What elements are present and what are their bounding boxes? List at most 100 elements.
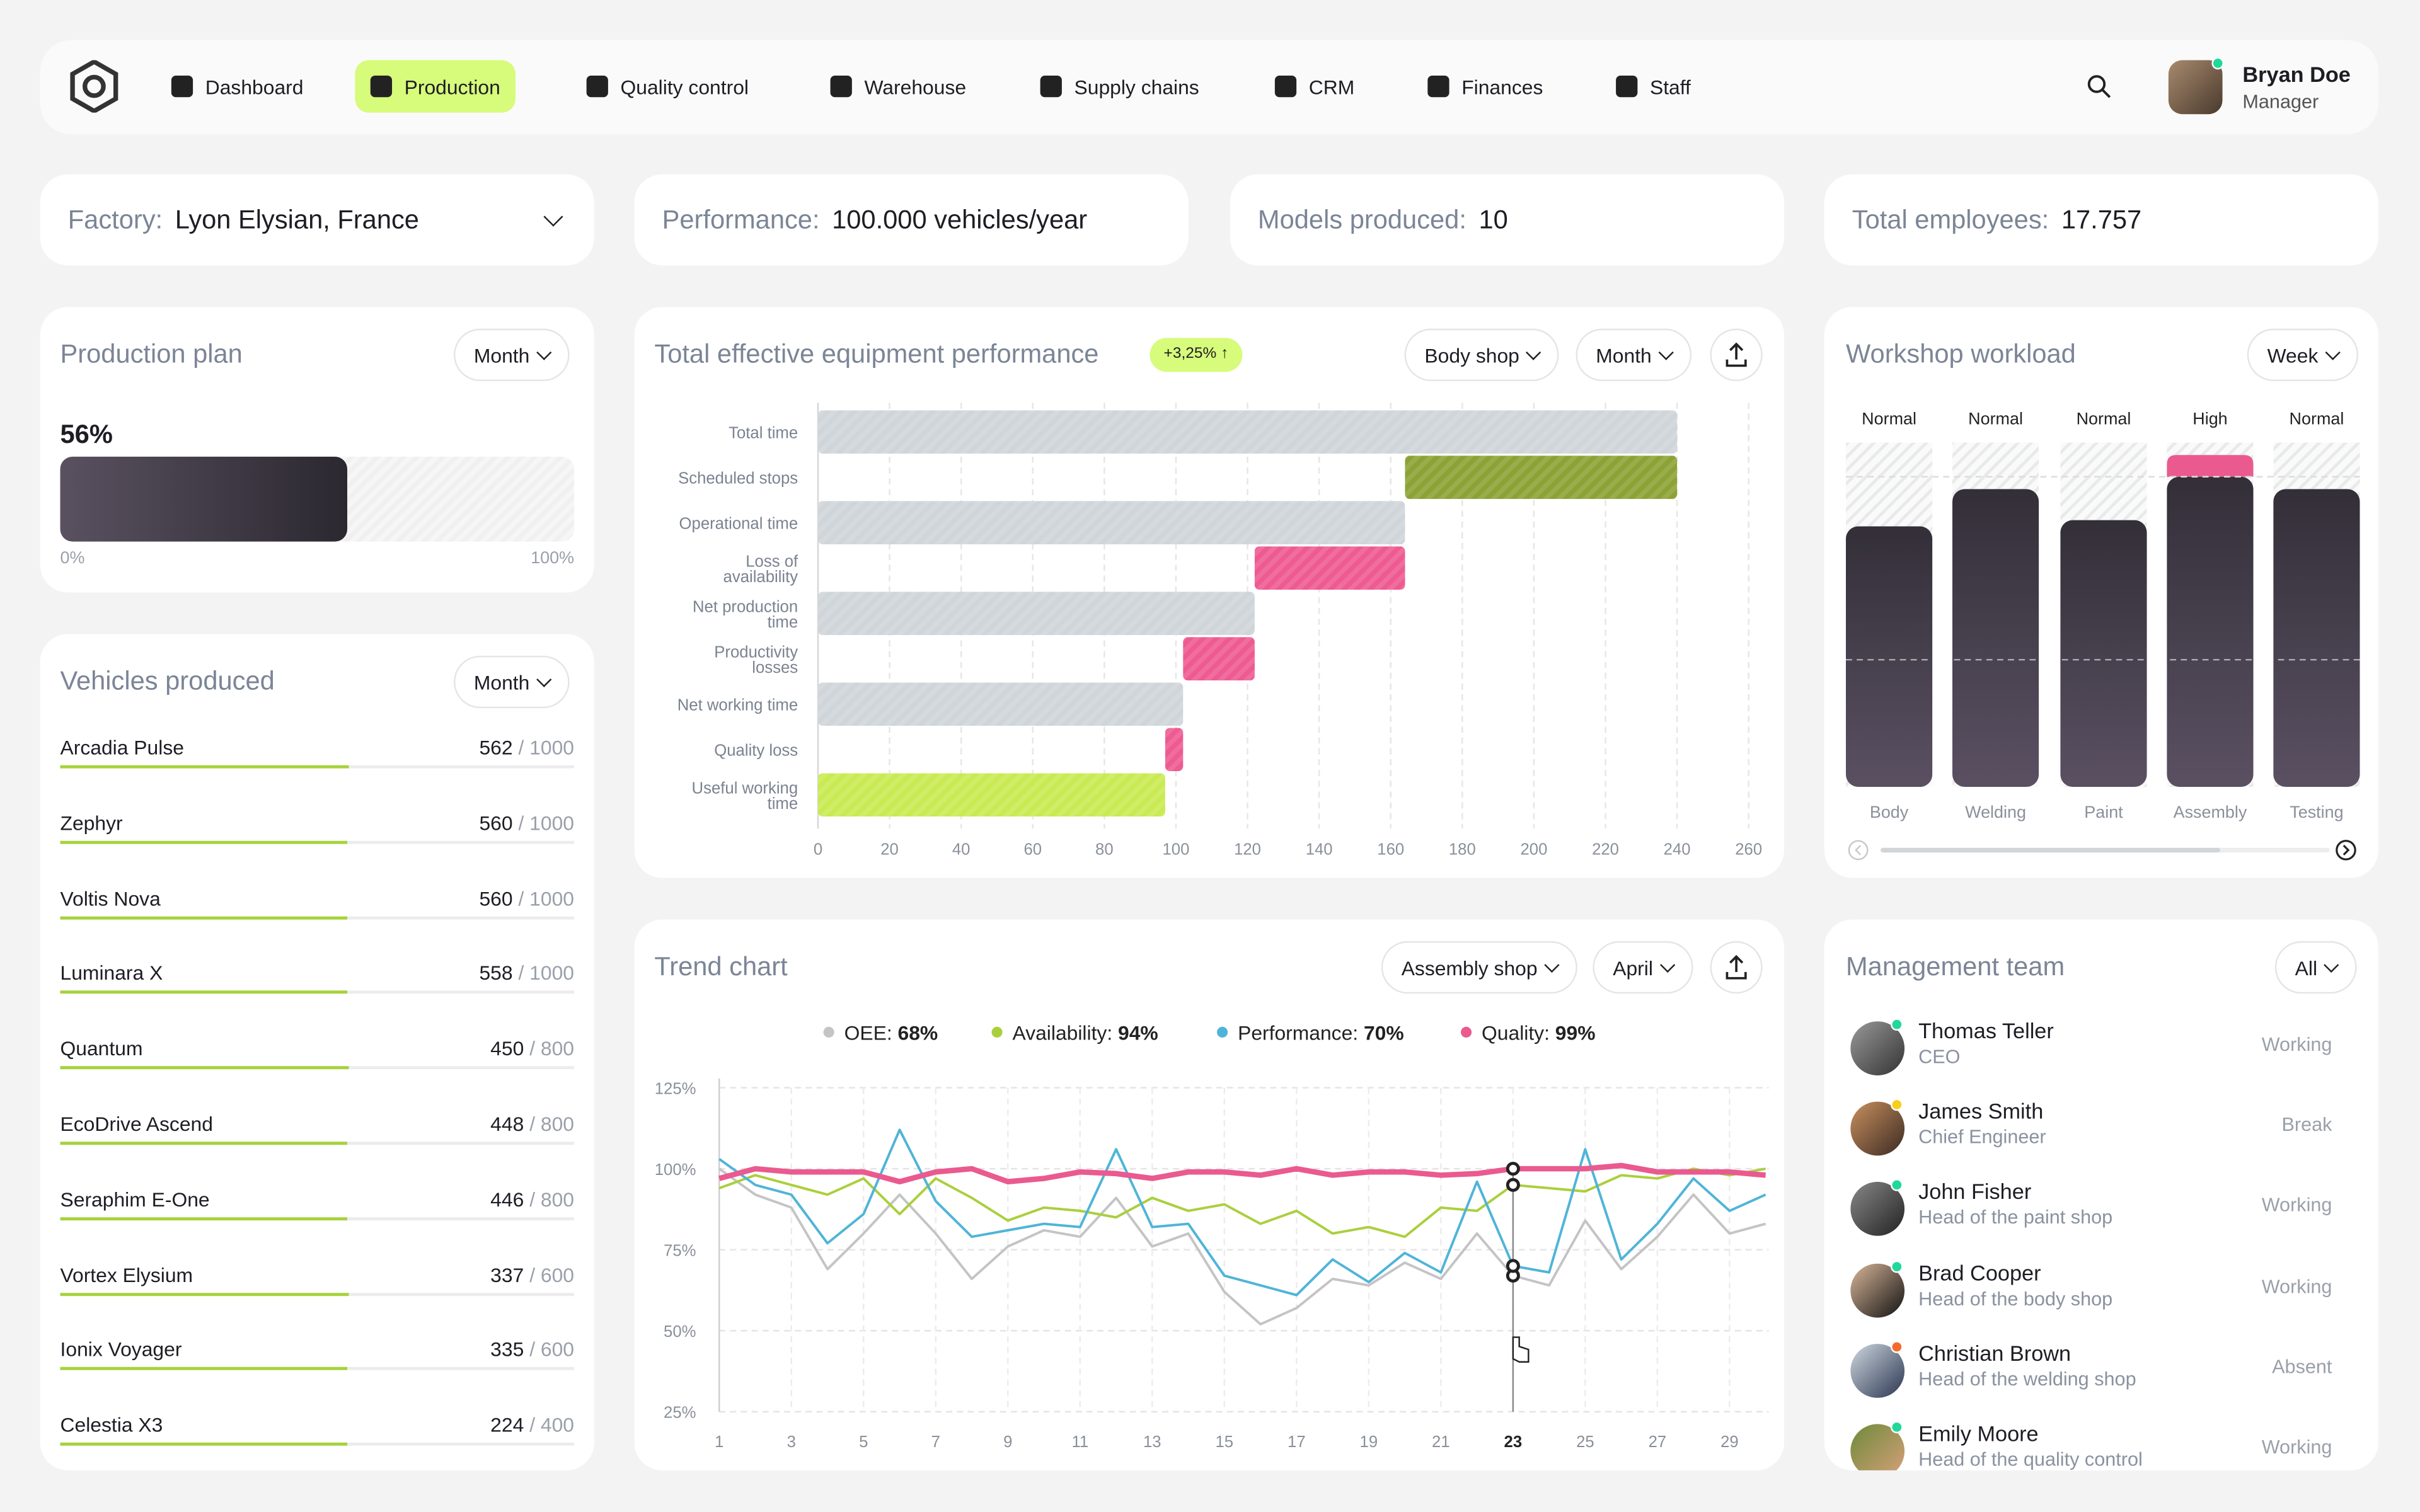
category-label: Loss of: [746, 553, 798, 570]
nav-item-dashboard[interactable]: Dashboard: [156, 60, 319, 113]
teep-title: Total effective equipment performance: [654, 339, 1099, 369]
x-tick-label: 25: [1576, 1433, 1594, 1451]
dashboard-icon: [171, 76, 193, 98]
vehicle-row: Ionix Voyager 335 / 600: [60, 1338, 575, 1384]
presence-dot: [1891, 1018, 1903, 1031]
team-member-row[interactable]: Emily Moore Head of the quality control Wo…: [1850, 1421, 2341, 1470]
x-tick-label: 260: [1735, 841, 1762, 859]
shop-dropdown[interactable]: Body shop: [1404, 328, 1560, 381]
team-member-row[interactable]: James Smith Chief Engineer Break: [1850, 1099, 2341, 1160]
vehicles-produced-card: Vehicles produced Month Arcadia Pulse 562…: [40, 634, 594, 1470]
vehicle-progress-track: [60, 840, 575, 844]
nav-item-quality-control[interactable]: Quality control: [571, 60, 764, 113]
member-status: Absent: [2272, 1356, 2332, 1378]
x-tick-label: 15: [1216, 1433, 1234, 1451]
member-role: Chief Engineer: [1918, 1126, 2046, 1148]
workload-bar-testing[interactable]: [2273, 489, 2360, 787]
legend-item[interactable]: Quality: 99%: [1482, 1022, 1595, 1045]
scroll-left-icon[interactable]: [1848, 840, 1869, 861]
legend-dot: [991, 1026, 1003, 1038]
legend-dot: [823, 1026, 834, 1038]
period-dropdown[interactable]: Month: [454, 655, 570, 709]
trend-line-chart[interactable]: OEE: 68% Availability: 94% Performance: 70…: [635, 920, 1785, 1470]
bar-hatch: [1165, 728, 1184, 772]
member-name: Emily Moore: [1918, 1421, 2039, 1446]
user-name[interactable]: Bryan Doe: [2242, 61, 2351, 87]
vehicle-progress-track: [60, 765, 575, 769]
hover-point[interactable]: [1506, 1162, 1520, 1176]
series-availability[interactable]: [718, 1167, 1766, 1239]
nav-item-warehouse[interactable]: Warehouse: [815, 60, 981, 113]
vehicle-name: Celestia X3: [60, 1413, 163, 1437]
team-member-row[interactable]: Brad Cooper Head of the body shop Working: [1850, 1259, 2341, 1322]
legend-name: Quality:: [1482, 1022, 1555, 1045]
shop-dropdown[interactable]: Assembly shop: [1381, 941, 1578, 994]
bar-hatch: [817, 501, 1405, 545]
vehicle-row: EcoDrive Ascend 448 / 800: [60, 1113, 575, 1159]
nav-item-label: Staff: [1649, 74, 1691, 98]
x-tick-label: 160: [1377, 841, 1404, 859]
month-dropdown[interactable]: April: [1593, 941, 1693, 994]
category-label: Useful working: [692, 779, 798, 797]
search-icon[interactable]: [2087, 74, 2111, 99]
hover-point[interactable]: [1506, 1259, 1520, 1273]
team-title: Management team: [1846, 952, 2065, 982]
legend-item[interactable]: Performance: 70%: [1238, 1022, 1404, 1045]
nav-item-supply-chains[interactable]: Supply chains: [1025, 60, 1214, 113]
legend-item[interactable]: Availability: 94%: [1013, 1022, 1158, 1045]
nav-item-crm[interactable]: CRM: [1259, 60, 1369, 113]
period-dropdown[interactable]: Month: [1576, 328, 1692, 381]
nav-item-staff[interactable]: Staff: [1601, 60, 1707, 113]
models-label: Models produced:: [1257, 205, 1466, 235]
legend-value: 68%: [898, 1022, 938, 1045]
workshop-label: Testing: [2290, 803, 2343, 822]
series-oee[interactable]: [718, 1167, 1766, 1326]
vehicle-total: / 800: [529, 1112, 575, 1136]
workshop-bar-chart: Normal Body Normal Welding Normal Paint High As…: [1846, 409, 2360, 861]
export-button[interactable]: [1710, 328, 1763, 381]
x-tick-label: 140: [1306, 841, 1333, 859]
workload-bar-assembly[interactable]: [2167, 476, 2254, 787]
vehicle-total: / 800: [529, 1188, 575, 1211]
scroll-right-icon[interactable]: [2336, 840, 2356, 861]
member-status: Working: [2261, 1194, 2332, 1217]
nav-item-production[interactable]: Production: [355, 60, 516, 113]
team-member-row[interactable]: Thomas Teller CEO Working: [1850, 1018, 2341, 1080]
bar-hatch: [817, 682, 1184, 726]
workload-bar-welding[interactable]: [1952, 489, 2039, 787]
series-performance[interactable]: [718, 1128, 1766, 1297]
factory-selector[interactable]: [40, 174, 594, 266]
filter-dropdown[interactable]: All: [2274, 941, 2358, 994]
performance-card: [634, 174, 1189, 266]
user-avatar[interactable]: [2168, 60, 2223, 115]
period-dropdown[interactable]: Week: [2247, 328, 2359, 381]
chevron-down-icon: [536, 344, 552, 360]
vehicle-name: Vortex Elysium: [60, 1263, 193, 1286]
vehicle-progress-track: [60, 1443, 575, 1446]
legend-item[interactable]: OEE: 68%: [844, 1022, 938, 1045]
legend-dot: [1460, 1026, 1472, 1038]
workload-bar-paint[interactable]: [2060, 520, 2147, 787]
period-value: Month: [473, 343, 530, 367]
workload-bar-body[interactable]: [1846, 526, 1933, 787]
hover-point[interactable]: [1506, 1177, 1520, 1192]
member-status: Break: [2281, 1114, 2332, 1136]
nav-item-finances[interactable]: Finances: [1412, 60, 1559, 113]
vehicle-value: 558: [479, 961, 513, 985]
overload-segment: [2167, 455, 2254, 477]
series-quality[interactable]: [718, 1162, 1766, 1184]
x-tick-label: 19: [1360, 1433, 1378, 1451]
workload-status: High: [2192, 409, 2227, 428]
vehicle-progress-fill: [60, 1292, 349, 1296]
team-member-row[interactable]: John Fisher Head of the paint shop Working: [1850, 1179, 2341, 1241]
nav-item-label: Supply chains: [1074, 74, 1199, 98]
avatar: [1850, 1182, 1905, 1237]
export-button[interactable]: [1710, 941, 1763, 994]
category-label: Operational time: [679, 515, 798, 533]
logo-icon[interactable]: [69, 60, 118, 113]
period-dropdown[interactable]: Month: [454, 328, 570, 381]
team-member-row[interactable]: Christian Brown Head of the welding shop A…: [1850, 1340, 2341, 1402]
workshop-label: Paint: [2084, 803, 2123, 822]
member-status: Working: [2261, 1275, 2332, 1297]
vehicle-count: 448 / 800: [490, 1113, 574, 1136]
